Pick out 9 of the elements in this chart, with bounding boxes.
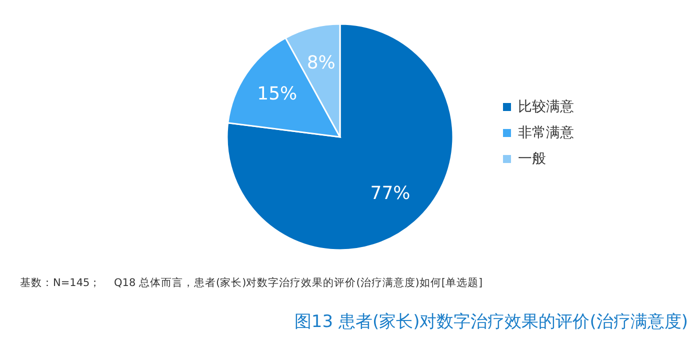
text: 图13 患者(家长)对数字治疗效果的评价(治疗满意度) — [294, 311, 688, 333]
data-label: 15% — [257, 83, 298, 104]
data-label: 8% — [306, 52, 336, 74]
legend-label: 一般 — [518, 151, 546, 167]
text: 基数：N=145； Q18 总体而言，患者(家长)对数字治疗效果的评价(治疗满意度)如何[单选题] — [20, 276, 483, 290]
legend-label: 比较满意 — [518, 99, 574, 115]
legend-label: 非常满意 — [518, 125, 574, 141]
data-label: 77% — [370, 183, 410, 204]
pie-slice — [226, 23, 454, 251]
